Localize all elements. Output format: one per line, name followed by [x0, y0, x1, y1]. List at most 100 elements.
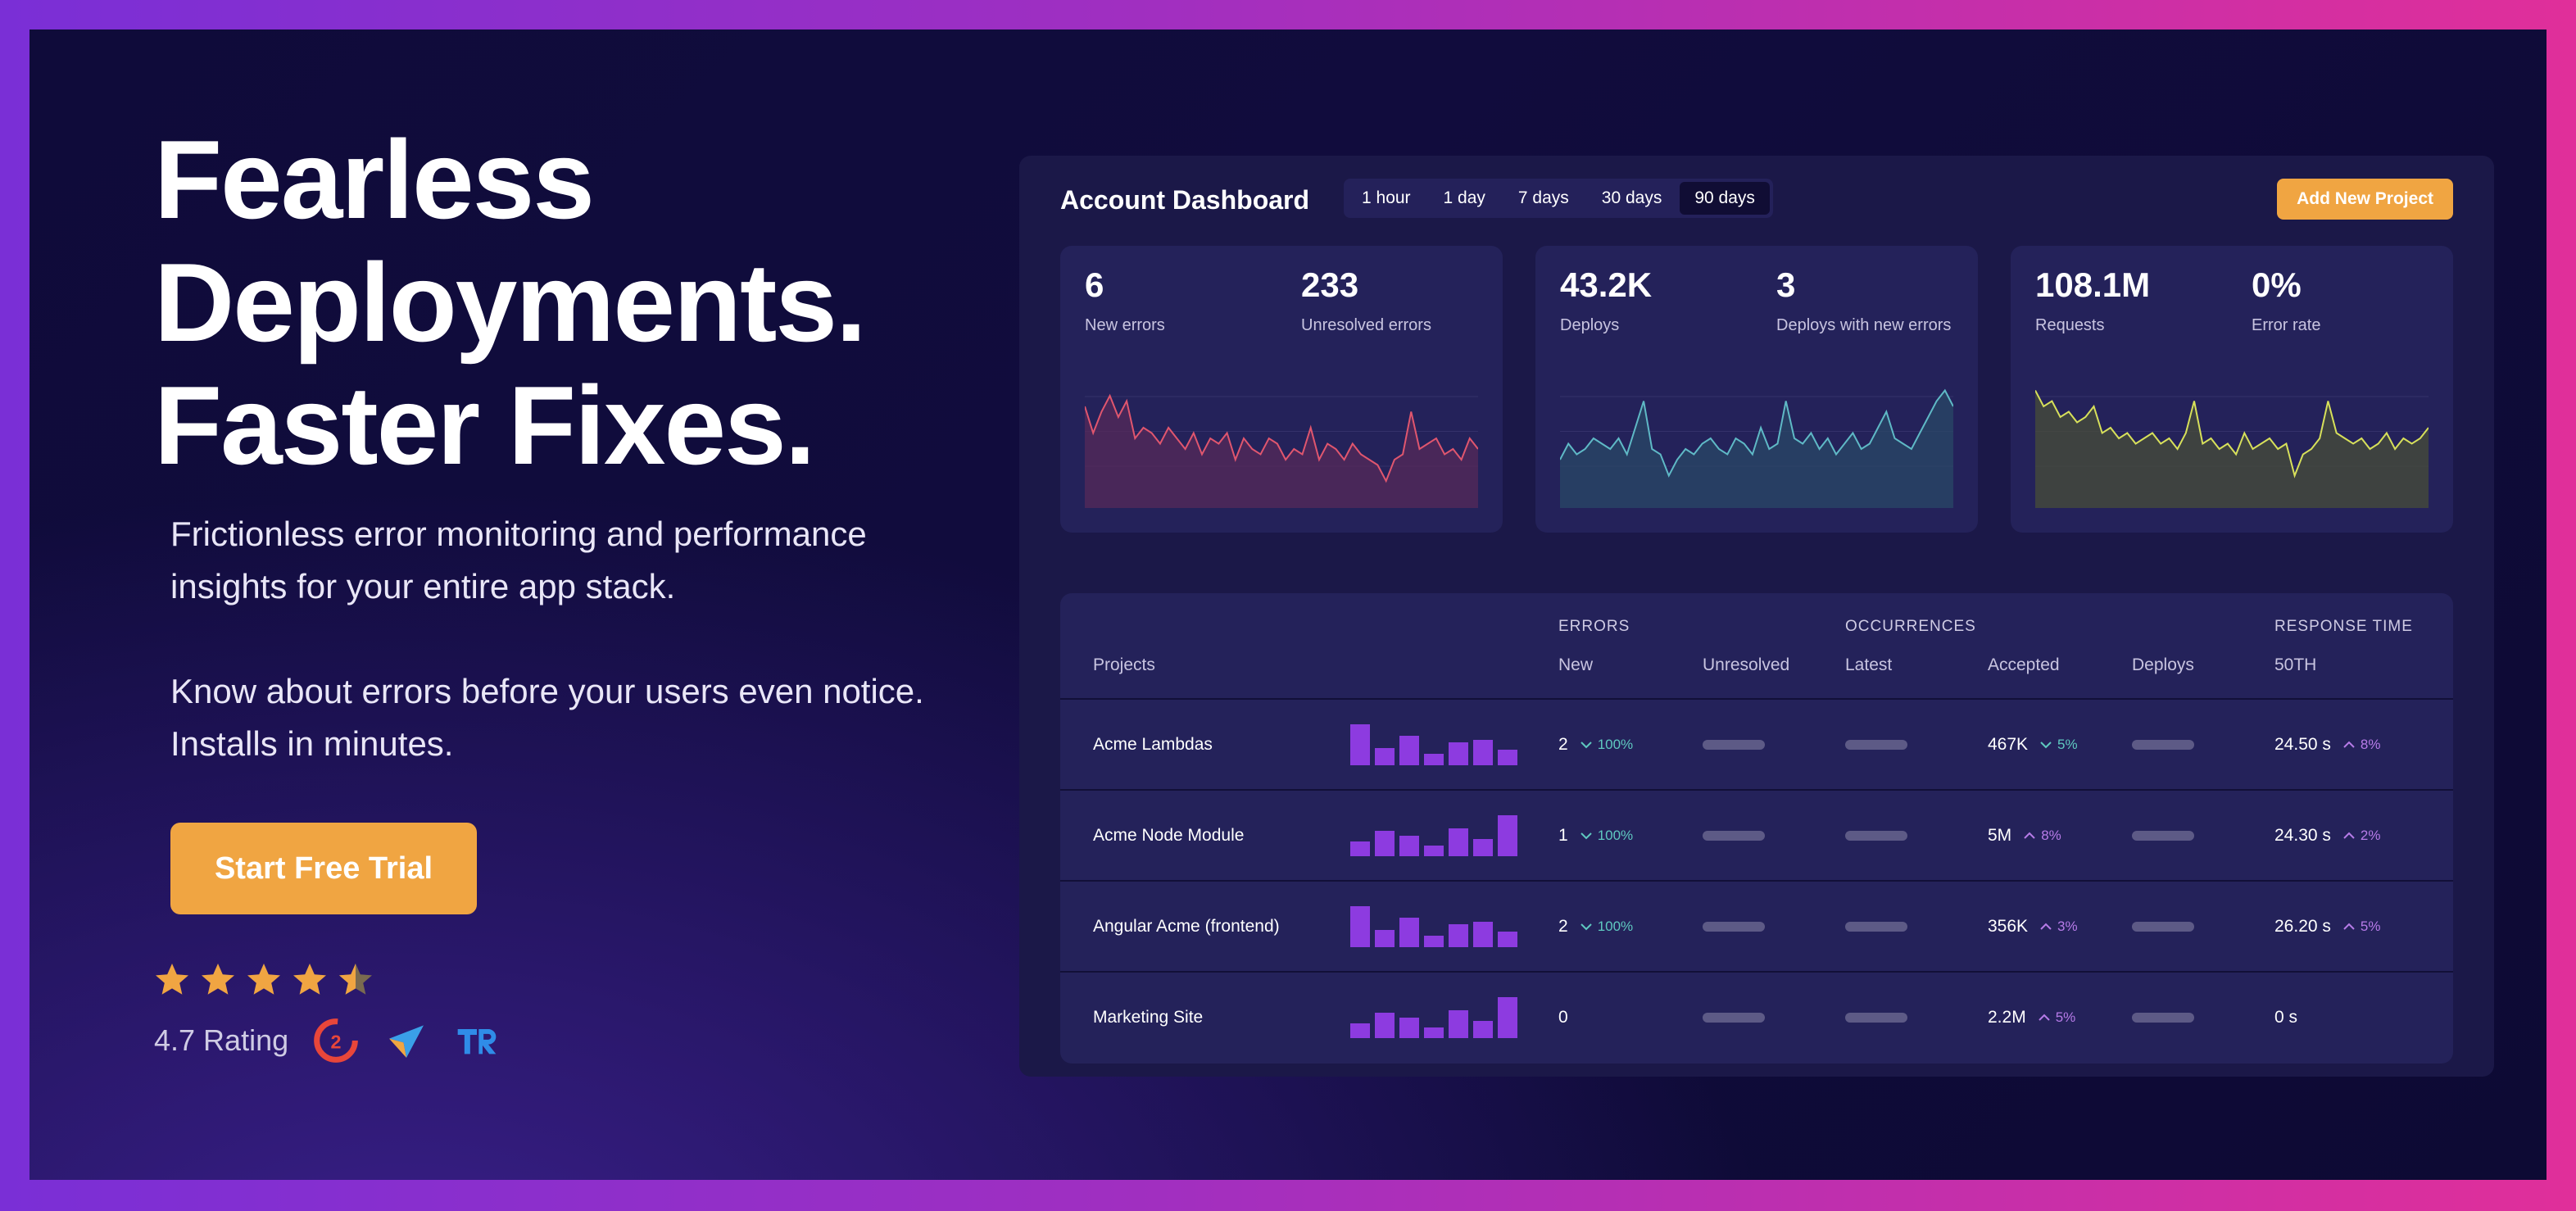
chevron-down-icon — [1580, 923, 1592, 931]
latest-cell — [1845, 791, 1907, 881]
activity-bar — [1350, 841, 1370, 856]
activity-bar — [1350, 724, 1370, 765]
new-errors-value: 1 — [1558, 826, 1568, 845]
header-unresolved[interactable]: Unresolved — [1703, 655, 1790, 674]
placeholder-pill — [2132, 1013, 2194, 1023]
capterra-logo-icon — [389, 1025, 424, 1058]
accepted-value: 2.2M — [1988, 1008, 2026, 1027]
placeholder-pill — [1845, 1013, 1907, 1023]
range-1-hour[interactable]: 1 hour — [1362, 188, 1411, 207]
star-icon — [156, 964, 188, 995]
table-row[interactable]: Acme Lambdas 2 100% 467K 5% 24.50 s 8% — [1060, 698, 2453, 788]
sparkline-line — [1085, 393, 1478, 483]
stat-value: 6 — [1085, 265, 1104, 304]
stat-deploys-with-new-errors: 3 Deploys with new errors — [1776, 265, 1951, 335]
activity-bar — [1424, 754, 1444, 765]
table-row[interactable]: Angular Acme (frontend) 2 100% 356K 3% 26.20 … — [1060, 880, 2453, 970]
accepted-value: 467K — [1988, 735, 2029, 754]
sparkline-line — [1560, 388, 1953, 478]
add-new-project-button[interactable]: Add New Project — [2277, 179, 2453, 220]
account-dashboard: Account Dashboard 1 hour 1 day 7 days 30… — [1019, 156, 2494, 1077]
response-cell: 0 s — [2274, 973, 2297, 1063]
response-value: 0 s — [2274, 1008, 2298, 1027]
start-free-trial-button[interactable]: Start Free Trial — [170, 823, 477, 914]
activity-bar — [1350, 1023, 1370, 1038]
chevron-down-icon — [1580, 832, 1592, 840]
activity-bar — [1424, 1027, 1444, 1038]
accepted-cell: 467K 5% — [1988, 700, 2078, 790]
activity-bar — [1473, 1021, 1493, 1038]
header-deploys[interactable]: Deploys — [2132, 655, 2194, 674]
accepted-trend: 5% — [2038, 1009, 2075, 1026]
accepted-value: 356K — [1988, 917, 2029, 936]
accepted-trend: 8% — [2023, 828, 2061, 844]
header-50th[interactable]: 50TH — [2274, 655, 2317, 674]
response-value: 24.30 s — [2274, 826, 2331, 845]
requests-sparkline — [2035, 390, 2429, 508]
header-accepted[interactable]: Accepted — [1988, 655, 2060, 674]
rating-stars — [152, 960, 375, 1000]
unresolved-cell — [1703, 791, 1765, 881]
new-errors-cell: 1 100% — [1558, 791, 1633, 881]
range-30-days[interactable]: 30 days — [1601, 188, 1662, 207]
table-row[interactable]: Acme Node Module 1 100% 5M 8% 24.30 s 2% — [1060, 789, 2453, 879]
activity-bar — [1424, 846, 1444, 856]
new-errors-cell: 2 100% — [1558, 700, 1633, 790]
stat-value: 0% — [2252, 265, 2302, 304]
range-1-day[interactable]: 1 day — [1443, 188, 1485, 207]
hero-subtitle-1: Frictionless error monitoring and perfor… — [170, 515, 867, 606]
deploys-card: 43.2K Deploys 3 Deploys with new errors — [1535, 246, 1978, 533]
response-cell: 24.30 s 2% — [2274, 791, 2380, 881]
project-name[interactable]: Acme Lambdas — [1093, 735, 1213, 754]
latest-cell — [1845, 973, 1907, 1063]
unresolved-cell — [1703, 973, 1765, 1063]
header-projects[interactable]: Projects — [1093, 655, 1155, 674]
placeholder-pill — [1845, 740, 1907, 750]
placeholder-pill — [1703, 1013, 1765, 1023]
accepted-cell: 2.2M 5% — [1988, 973, 2075, 1063]
response-value: 26.20 s — [2274, 917, 2331, 936]
range-90-days[interactable]: 90 days — [1680, 182, 1770, 215]
hero-title-line-1: Fearless — [154, 117, 595, 242]
deploys-cell — [2132, 791, 2194, 881]
stat-value: 108.1M — [2035, 265, 2151, 304]
activity-bars — [1350, 997, 1517, 1038]
activity-bar — [1473, 922, 1493, 947]
requests-card: 108.1M Requests 0% Error rate — [2011, 246, 2453, 533]
unresolved-cell — [1703, 700, 1765, 790]
project-name[interactable]: Angular Acme (frontend) — [1093, 917, 1280, 936]
activity-bar — [1449, 742, 1468, 765]
activity-bar — [1498, 932, 1517, 947]
accepted-trend: 5% — [2039, 737, 2078, 753]
placeholder-pill — [2132, 922, 2194, 932]
placeholder-pill — [1703, 922, 1765, 932]
activity-bar — [1350, 906, 1370, 947]
chevron-down-icon — [2040, 742, 2052, 749]
table-row[interactable]: Marketing Site 0 2.2M 5% 0 s — [1060, 971, 2453, 1061]
project-name[interactable]: Acme Node Module — [1093, 826, 1245, 845]
activity-bar — [1399, 918, 1419, 947]
trend-value: 5% — [2360, 918, 2381, 934]
errors-card: 6 New errors 233 Unresolved errors — [1060, 246, 1503, 533]
chevron-up-icon — [2343, 832, 2355, 839]
sparkline-line — [2035, 390, 2429, 479]
stat-label: Requests — [2035, 316, 2105, 334]
activity-bar — [1375, 930, 1395, 947]
project-name[interactable]: Marketing Site — [1093, 1008, 1204, 1027]
accepted-cell: 356K 3% — [1988, 882, 2078, 972]
trend-value: 8% — [2360, 737, 2381, 752]
hero-title-line-3: Faster Fixes. — [154, 363, 816, 488]
star-icon — [202, 964, 234, 995]
response-trend: 2% — [2342, 828, 2380, 844]
deploys-sparkline — [1560, 388, 1953, 508]
stat-error-rate: 0% Error rate — [2252, 265, 2320, 335]
activity-bar — [1498, 750, 1517, 765]
new-errors-value: 2 — [1558, 735, 1568, 754]
chevron-up-icon — [2343, 923, 2355, 930]
rating-row: 4.7 Rating 2 — [154, 1018, 500, 1064]
activity-bar — [1399, 736, 1419, 765]
header-latest[interactable]: Latest — [1845, 655, 1893, 674]
range-7-days[interactable]: 7 days — [1517, 188, 1569, 207]
stat-label: Deploys with new errors — [1776, 316, 1952, 334]
header-new[interactable]: New — [1558, 655, 1594, 674]
